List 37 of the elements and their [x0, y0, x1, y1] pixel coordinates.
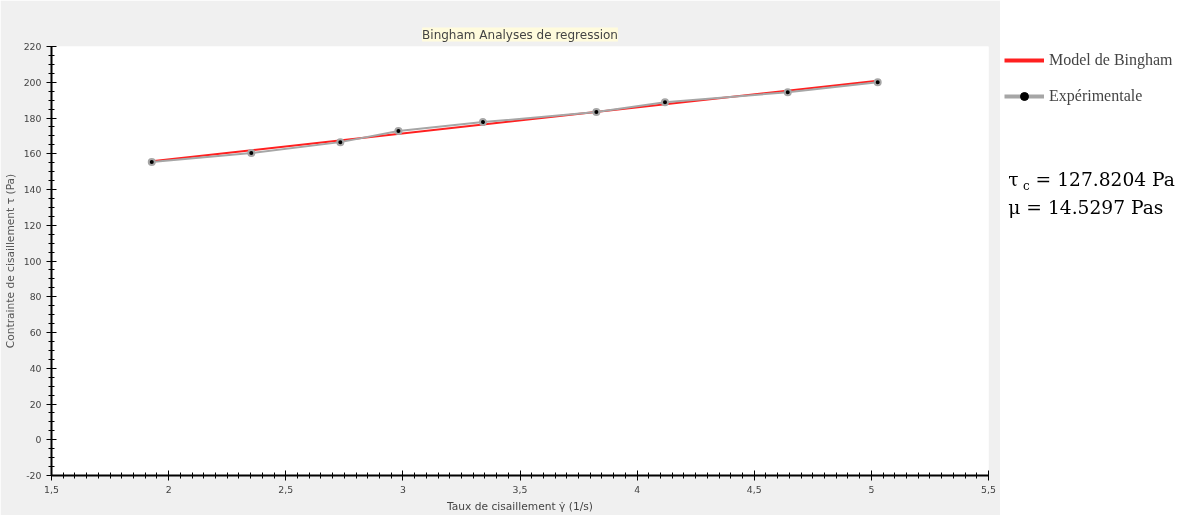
y-tick-label: 100 — [23, 255, 42, 267]
y-tick-label: 60 — [29, 327, 42, 338]
x-axis-title: Taux de cisaillement γ̇ (1/s) — [446, 499, 593, 513]
legend-label: Expérimentale — [1049, 87, 1143, 105]
point — [336, 138, 345, 147]
x-tick-label: 5 — [868, 483, 875, 495]
point — [147, 157, 156, 166]
point — [783, 88, 792, 97]
point — [661, 98, 669, 107]
x-tick-label: 3,5 — [512, 483, 528, 495]
point — [394, 127, 403, 136]
y-tick-label: 220 — [23, 41, 42, 52]
y-axis-title: Contrainte de cisaillement τ (Pa) — [3, 173, 17, 349]
x-tick-label: 4 — [634, 483, 641, 495]
y-tick-label: 160 — [23, 148, 42, 160]
point — [478, 118, 487, 127]
y-tick-label: 40 — [29, 362, 42, 374]
y-tick-label: 200 — [23, 76, 42, 88]
point — [592, 108, 601, 117]
point — [873, 78, 882, 87]
y-tick-label: 0 — [35, 434, 42, 446]
y-tick-label: 80 — [29, 291, 42, 303]
text: μ = 14.5297 Pas — [1008, 196, 1164, 218]
x-tick-label: 2 — [165, 483, 172, 495]
x-tick-label: 4,5 — [746, 483, 762, 495]
legend-label: Model de Bingham — [1049, 51, 1173, 69]
y-tick-label: 180 — [23, 112, 42, 124]
x-tick-label: 1,5 — [44, 483, 59, 495]
y-tick-label: -20 — [26, 470, 42, 481]
y-tick-label: 20 — [29, 398, 42, 410]
y-tick-label: 120 — [23, 219, 42, 231]
y-tick-label: 140 — [23, 184, 42, 195]
point — [247, 149, 256, 158]
x-tick-label: 5,5 — [981, 483, 996, 495]
x-tick-label: 2,5 — [278, 483, 294, 495]
chart-title: Bingham Analyses de regression — [422, 27, 618, 42]
x-tick-label: 3 — [399, 483, 406, 495]
